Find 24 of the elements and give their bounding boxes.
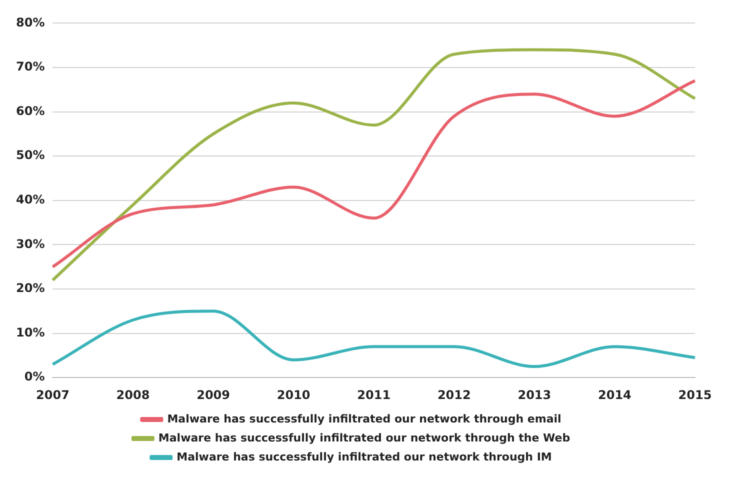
x-tick-label: 2011 (357, 388, 391, 402)
x-tick-label: 2012 (437, 388, 471, 402)
x-tick-label: 2010 (276, 388, 310, 402)
y-tick-label: 80% (16, 15, 45, 30)
y-tick-label: 30% (16, 236, 45, 251)
x-tick-label: 2008 (116, 388, 150, 402)
x-tick-label: 2014 (598, 388, 632, 402)
y-tick-label: 70% (16, 60, 45, 74)
line-series (51, 310, 696, 368)
y-tick-label: 0% (24, 370, 45, 384)
y-tick-label: 40% (16, 192, 45, 207)
y-tick-label: 50% (16, 148, 45, 162)
x-tick-label: 2009 (196, 388, 230, 402)
y-tick-label: 20% (16, 281, 45, 296)
legend-label: Malware has successfully infiltrated our network through email (167, 412, 562, 426)
y-tick-label: 10% (16, 325, 45, 340)
legend-label: Malware has successfully infiltrated our network through IM (176, 450, 552, 464)
line-series (51, 79, 696, 268)
y-tick-label: 60% (16, 104, 45, 118)
x-tick-label: 2015 (678, 388, 712, 402)
x-tick-label: 2013 (518, 388, 552, 402)
line-series (51, 48, 696, 282)
legend-label: Malware has successfully infiltrated our network through the Web (158, 431, 570, 444)
x-tick-label: 2007 (36, 388, 70, 402)
